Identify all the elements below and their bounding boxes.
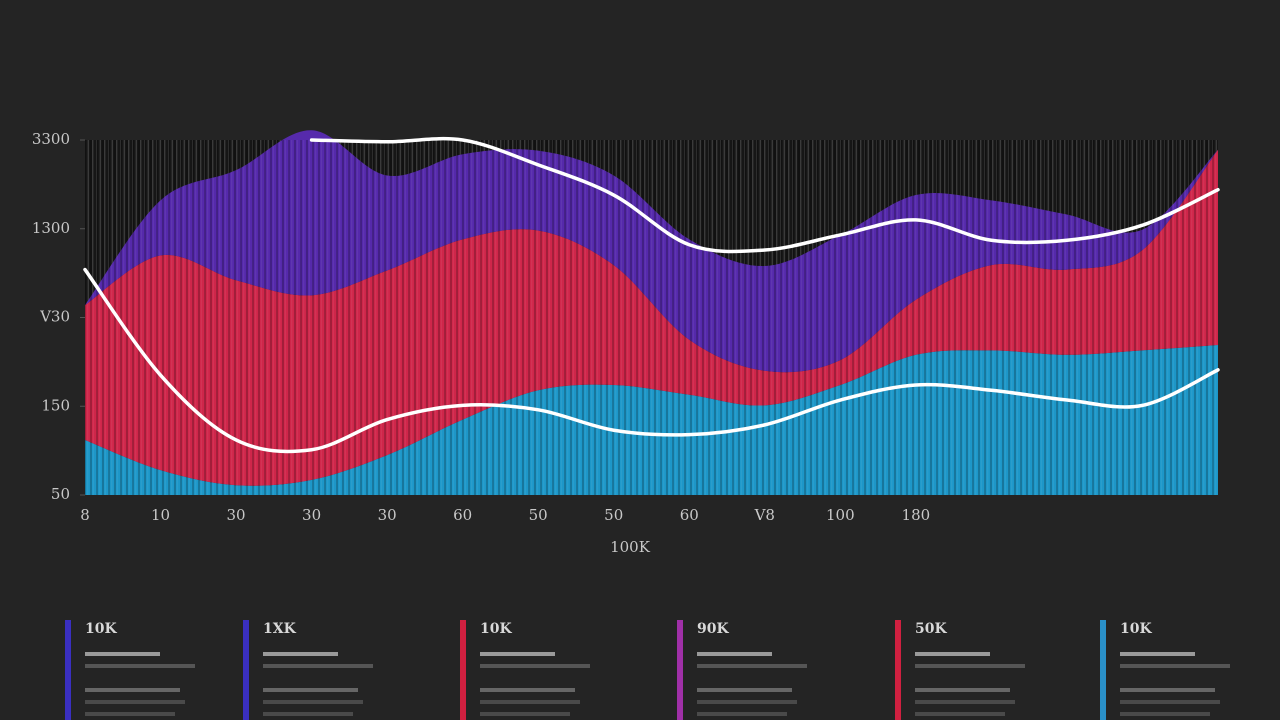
card-value: 10K xyxy=(480,621,512,637)
card-text-placeholder xyxy=(697,712,787,716)
x-tick-label: V8 xyxy=(754,506,775,524)
card-value: 90K xyxy=(697,621,729,637)
card-accent xyxy=(243,620,249,720)
card-text-placeholder xyxy=(263,652,338,656)
x-tick-label: 30 xyxy=(378,506,397,524)
card-text-placeholder xyxy=(263,664,373,668)
x-tick-label: 30 xyxy=(227,506,246,524)
card-text-placeholder xyxy=(1120,652,1195,656)
x-tick-label: 50 xyxy=(529,506,548,524)
card-text-placeholder xyxy=(915,652,990,656)
x-tick-label: 60 xyxy=(453,506,472,524)
trend-line xyxy=(309,136,1220,254)
card-value: 1XK xyxy=(263,621,297,637)
card-text-placeholder xyxy=(697,700,797,704)
y-tick-label: 150 xyxy=(41,396,70,414)
stripe-overlay xyxy=(85,140,1218,495)
x-tick-label: 10 xyxy=(151,506,170,524)
card-accent xyxy=(65,620,71,720)
card-text-placeholder xyxy=(1120,688,1215,692)
card-value: 10K xyxy=(1120,621,1152,637)
x-tick-label: 60 xyxy=(680,506,699,524)
y-tick-label: 1300 xyxy=(32,219,70,237)
card-text-placeholder xyxy=(85,700,185,704)
x-tick-label: 180 xyxy=(902,506,931,524)
x-tick-label: 30 xyxy=(302,506,321,524)
card-text-placeholder xyxy=(697,664,807,668)
card-text-placeholder xyxy=(915,664,1025,668)
y-tick-label: 50 xyxy=(51,485,70,503)
x-tick-label: 100 xyxy=(826,506,855,524)
card-text-placeholder xyxy=(85,712,175,716)
card-text-placeholder xyxy=(1120,712,1210,716)
card-text-placeholder xyxy=(915,688,1010,692)
card-text-placeholder xyxy=(915,712,1005,716)
card-value: 10K xyxy=(85,621,117,637)
card-text-placeholder xyxy=(263,712,353,716)
card-value: 50K xyxy=(915,621,947,637)
x-tick-label: 8 xyxy=(80,506,90,524)
card-accent xyxy=(895,620,901,720)
x-tick-label: 50 xyxy=(604,506,623,524)
card-text-placeholder xyxy=(85,688,180,692)
trend-line xyxy=(83,267,1220,454)
card-accent xyxy=(1100,620,1106,720)
card-text-placeholder xyxy=(1120,664,1230,668)
card-text-placeholder xyxy=(263,688,358,692)
card-text-placeholder xyxy=(480,688,575,692)
card-text-placeholder xyxy=(915,700,1015,704)
card-text-placeholder xyxy=(480,652,555,656)
card-text-placeholder xyxy=(697,688,792,692)
card-text-placeholder xyxy=(480,664,590,668)
card-text-placeholder xyxy=(263,700,363,704)
card-text-placeholder xyxy=(480,700,580,704)
card-text-placeholder xyxy=(85,652,160,656)
card-accent xyxy=(677,620,683,720)
y-tick-label: 3300 xyxy=(32,130,70,148)
card-text-placeholder xyxy=(85,664,195,668)
card-text-placeholder xyxy=(697,652,772,656)
card-text-placeholder xyxy=(480,712,570,716)
x-axis-title: 100K xyxy=(610,538,651,556)
card-accent xyxy=(460,620,466,720)
card-text-placeholder xyxy=(1120,700,1220,704)
y-tick-label: V30 xyxy=(39,308,70,326)
